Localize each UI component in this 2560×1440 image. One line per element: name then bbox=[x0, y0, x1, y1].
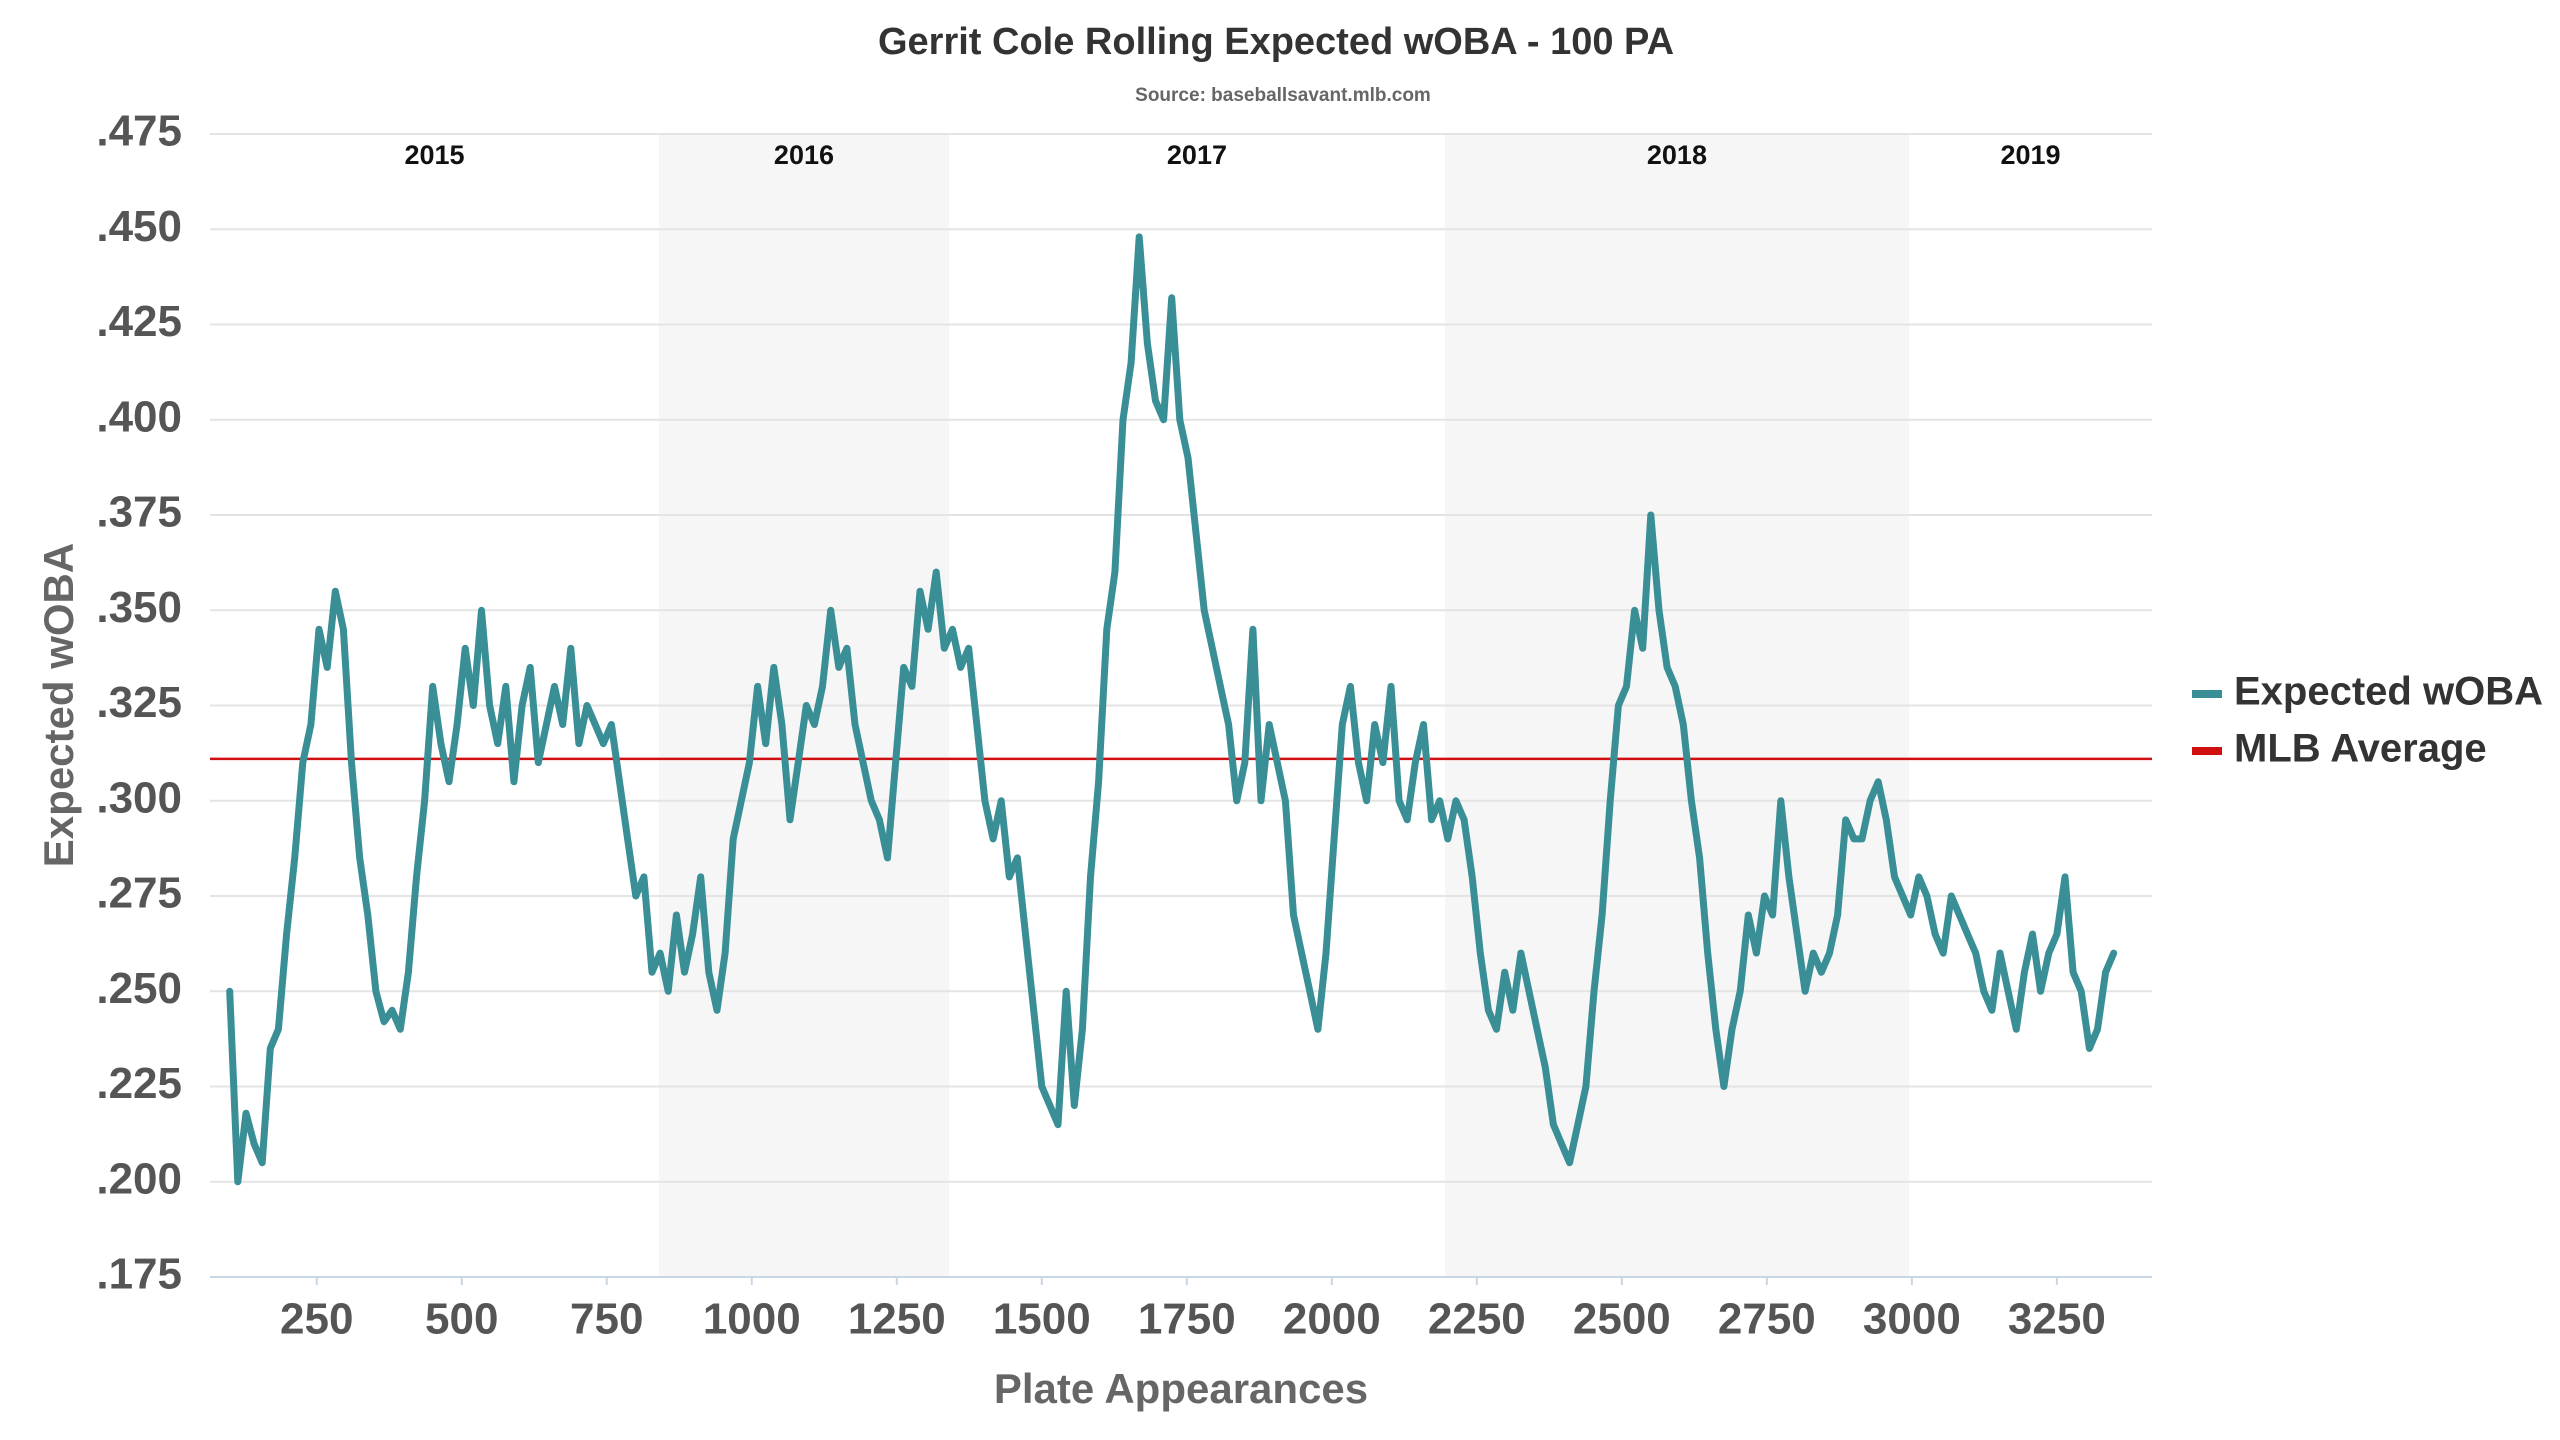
season-label: 2019 bbox=[2000, 140, 2060, 170]
x-tick-label: 1000 bbox=[703, 1295, 801, 1344]
x-tick-label: 1750 bbox=[1138, 1295, 1236, 1344]
x-tick-label: 2500 bbox=[1573, 1295, 1671, 1344]
x-axis-label: Plate Appearances bbox=[994, 1365, 1368, 1412]
legend-label: MLB Average bbox=[2234, 727, 2487, 771]
y-axis-label: Expected wOBA bbox=[35, 543, 82, 867]
legend-swatch bbox=[2192, 747, 2222, 755]
y-tick-label: .325 bbox=[96, 678, 182, 727]
season-label: 2017 bbox=[1167, 140, 1227, 170]
x-tick-label: 2250 bbox=[1428, 1295, 1526, 1344]
y-tick-label: .250 bbox=[96, 964, 182, 1013]
x-tick-label: 1250 bbox=[848, 1295, 946, 1344]
y-tick-label: .475 bbox=[96, 107, 182, 156]
x-tick-label: 3000 bbox=[1863, 1295, 1961, 1344]
y-tick-label: .200 bbox=[96, 1154, 182, 1203]
y-tick-label: .300 bbox=[96, 773, 182, 822]
grid: .175 .200 .225 .250 .275 .300 .325 .350 .375 .400… bbox=[96, 107, 2152, 1344]
legend-label: Expected wOBA bbox=[2234, 670, 2543, 714]
x-tick-label: 250 bbox=[280, 1295, 353, 1344]
x-tick-label: 500 bbox=[425, 1295, 498, 1344]
x-tick-label: 750 bbox=[570, 1295, 643, 1344]
legend-swatch bbox=[2192, 690, 2222, 698]
chart-title: Gerrit Cole Rolling Expected wOBA - 100 … bbox=[878, 21, 1674, 63]
legend: Expected wOBA MLB Average bbox=[2192, 670, 2543, 771]
x-tick-label: 1500 bbox=[993, 1295, 1091, 1344]
season-label: 2016 bbox=[774, 140, 834, 170]
y-tick-label: .400 bbox=[96, 392, 182, 441]
y-tick-label: .425 bbox=[96, 297, 182, 346]
chart-subtitle: Source: baseballsavant.mlb.com bbox=[1135, 85, 1431, 106]
x-tick-label: 2750 bbox=[1718, 1295, 1816, 1344]
data-line bbox=[226, 233, 2118, 1186]
season-label: 2018 bbox=[1647, 140, 1707, 170]
y-tick-label: .225 bbox=[96, 1059, 182, 1108]
y-tick-label: .175 bbox=[96, 1250, 182, 1299]
y-tick-label: .450 bbox=[96, 202, 182, 251]
season-label: 2015 bbox=[404, 140, 464, 170]
x-tick-label: 2000 bbox=[1283, 1295, 1381, 1344]
x-tick-label: 3250 bbox=[2008, 1295, 2106, 1344]
y-tick-label: .375 bbox=[96, 488, 182, 537]
y-tick-label: .350 bbox=[96, 583, 182, 632]
y-tick-label: .275 bbox=[96, 869, 182, 918]
plot bbox=[210, 233, 2152, 1186]
